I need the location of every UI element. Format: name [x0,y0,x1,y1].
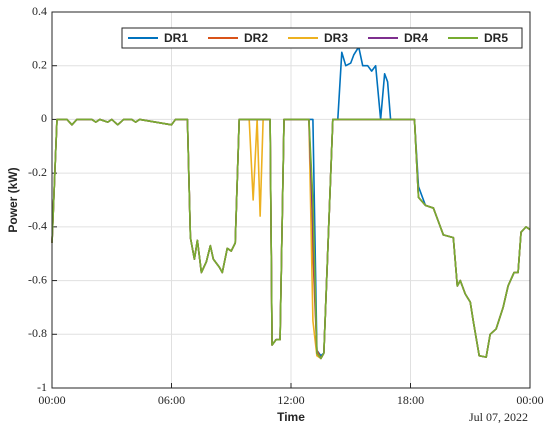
legend-label: DR4 [404,31,428,45]
y-tick-label: -0.4 [28,219,47,233]
y-tick-label: -0.6 [28,272,47,286]
series-line [51,118,531,360]
x-tick-label: 00:00 [38,393,65,407]
y-tick-label: 0.2 [32,57,47,71]
plot-frame [51,11,531,389]
y-axis-label: Power (kW) [6,167,20,232]
legend-label: DR3 [324,31,348,45]
y-tick-label: -1 [37,380,47,394]
legend-label: DR5 [484,31,508,45]
x-tick-label: 18:00 [397,393,424,407]
x-tick-label: 06:00 [158,393,185,407]
x-tick-label: 00:00 [516,393,543,407]
legend-box [121,27,523,49]
legend-label: DR1 [164,31,188,45]
x-tick-label: 12:00 [277,393,304,407]
x-axis-label: Time [277,410,305,424]
y-tick-label: -0.2 [28,165,47,179]
y-tick-label: 0 [41,111,47,125]
y-tick-label: -0.8 [28,326,47,340]
date-label: Jul 07, 2022 [469,410,528,424]
y-tick-label: 0.4 [32,4,47,18]
legend-label: DR2 [244,31,268,45]
